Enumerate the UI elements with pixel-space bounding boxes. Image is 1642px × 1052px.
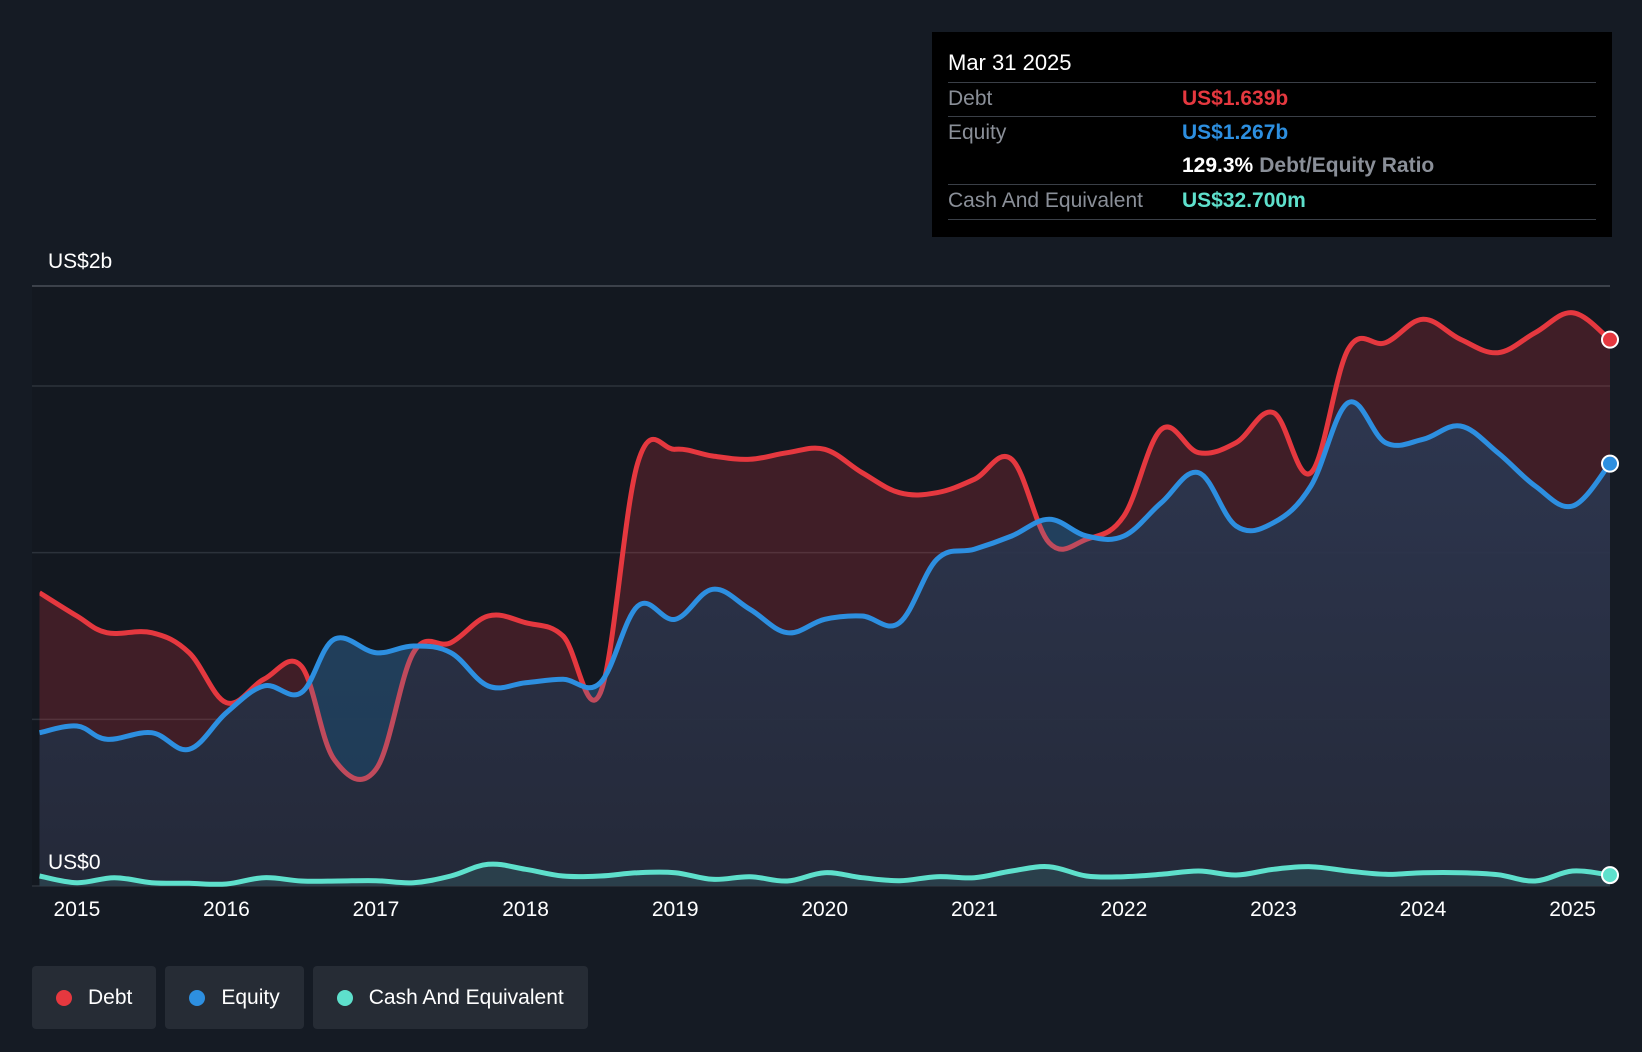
tooltip-ratio-label: Debt/Equity Ratio xyxy=(1259,154,1435,177)
tooltip-ratio: 129.3% Debt/Equity Ratio xyxy=(1182,154,1434,178)
legend: Debt Equity Cash And Equivalent xyxy=(32,966,588,1029)
legend-item-cash[interactable]: Cash And Equivalent xyxy=(312,966,588,1029)
cash-endpoint[interactable] xyxy=(1601,866,1619,885)
x-tick-label: 2019 xyxy=(651,898,699,921)
tooltip-ratio-value: 129.3% xyxy=(1182,154,1254,177)
x-tick-label: 2024 xyxy=(1399,898,1447,921)
tooltip-equity-value: US$1.267b xyxy=(1182,121,1289,144)
y-axis-top-label: US$2b xyxy=(48,250,113,273)
x-tick-label: 2025 xyxy=(1549,898,1596,921)
cash-line xyxy=(39,861,1611,887)
series-endpoints xyxy=(1601,330,1619,885)
tooltip-equity-label: Equity xyxy=(948,121,1007,144)
x-tick-label: 2022 xyxy=(1100,898,1148,921)
x-tick-label: 2020 xyxy=(801,898,849,921)
legend-cash-label: Cash And Equivalent xyxy=(368,985,564,1009)
x-tick-label: 2021 xyxy=(950,898,998,921)
tooltip-cash-row: Cash And Equivalent US$32.700m xyxy=(948,184,1596,220)
tooltip-debt-row: Debt US$1.639b xyxy=(948,82,1596,116)
debt-dot-icon xyxy=(56,989,72,1006)
tooltip-panel: Mar 31 2025 Debt US$1.639b Equity US$1.2… xyxy=(932,32,1612,237)
x-tick-label: 2015 xyxy=(53,898,101,921)
y-axis-bottom-label: US$0 xyxy=(48,851,101,874)
x-tick-label: 2016 xyxy=(203,898,250,921)
legend-item-equity[interactable]: Equity xyxy=(165,966,304,1029)
equity-area xyxy=(39,401,1610,886)
tooltip-debt-label: Debt xyxy=(948,87,993,110)
legend-item-debt[interactable]: Debt xyxy=(32,966,157,1029)
x-tick-label: 2017 xyxy=(352,898,400,921)
series-lines xyxy=(38,310,1612,887)
tooltip-cash-label: Cash And Equivalent xyxy=(948,189,1143,212)
legend-equity-label: Equity xyxy=(221,985,280,1009)
equity-dot-icon xyxy=(189,989,206,1006)
equity-line xyxy=(38,399,1612,753)
tooltip-cash-value: US$32.700m xyxy=(1182,189,1306,212)
tooltip-debt-value: US$1.639b xyxy=(1182,87,1289,110)
x-tick-label: 2023 xyxy=(1250,898,1297,921)
legend-debt-label: Debt xyxy=(88,985,133,1009)
equity-endpoint[interactable] xyxy=(1601,454,1619,473)
x-tick-label: 2018 xyxy=(502,898,549,921)
cash-dot-icon xyxy=(336,989,353,1006)
debt-endpoint[interactable] xyxy=(1601,330,1619,349)
tooltip-date: Mar 31 2025 xyxy=(948,50,1072,75)
tooltip-equity-row: Equity US$1.267b xyxy=(948,116,1596,150)
tooltip-ratio-row: 129.3% Debt/Equity Ratio xyxy=(948,150,1596,184)
